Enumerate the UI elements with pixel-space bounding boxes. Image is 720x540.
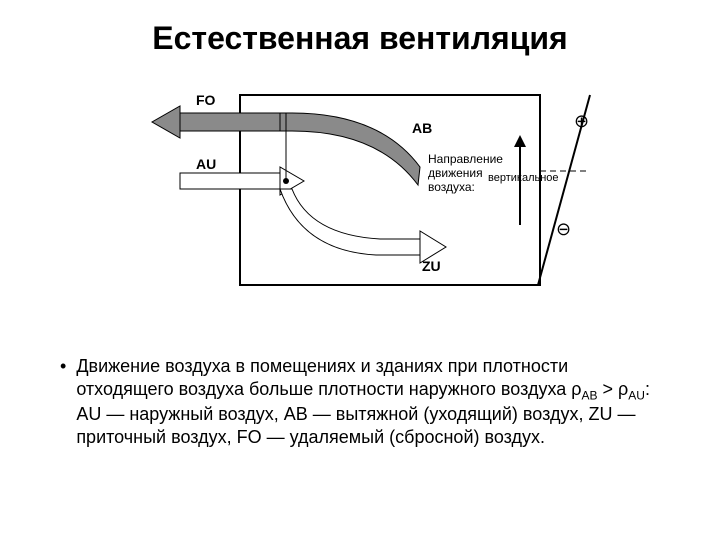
svg-text:движения: движения	[428, 166, 483, 180]
caption-sub-au: AU	[628, 388, 645, 402]
svg-text:⊕: ⊕	[574, 111, 589, 131]
svg-text:⊖: ⊖	[556, 219, 571, 239]
svg-text:воздуха:: воздуха:	[428, 180, 475, 194]
slide-title: Естественная вентиляция	[50, 20, 670, 57]
diagram-container: ⊕ ⊖ Направлениедвижениявоздуха: вертикально…	[50, 75, 670, 295]
caption-row: • Движение воздуха в помещениях и здания…	[50, 355, 670, 448]
slide: Естественная вентиляция ⊕ ⊖ Направлениедви…	[0, 0, 720, 540]
svg-text:FO: FO	[196, 92, 216, 108]
svg-text:Направление: Направление	[428, 152, 503, 166]
svg-text:AB: AB	[412, 120, 432, 136]
caption-p1: Движение воздуха в помещениях и зданиях …	[76, 356, 581, 399]
svg-text:вертикальное: вертикальное	[488, 172, 559, 184]
caption-text: Движение воздуха в помещениях и зданиях …	[76, 355, 660, 448]
caption-sub-ab: AB	[582, 388, 598, 402]
bullet-icon: •	[60, 357, 66, 375]
svg-text:AU: AU	[196, 156, 216, 172]
svg-text:ZU: ZU	[422, 258, 441, 274]
caption-p2: > ρ	[598, 379, 629, 399]
ventilation-diagram: ⊕ ⊖ Направлениедвижениявоздуха: вертикально…	[120, 75, 600, 295]
